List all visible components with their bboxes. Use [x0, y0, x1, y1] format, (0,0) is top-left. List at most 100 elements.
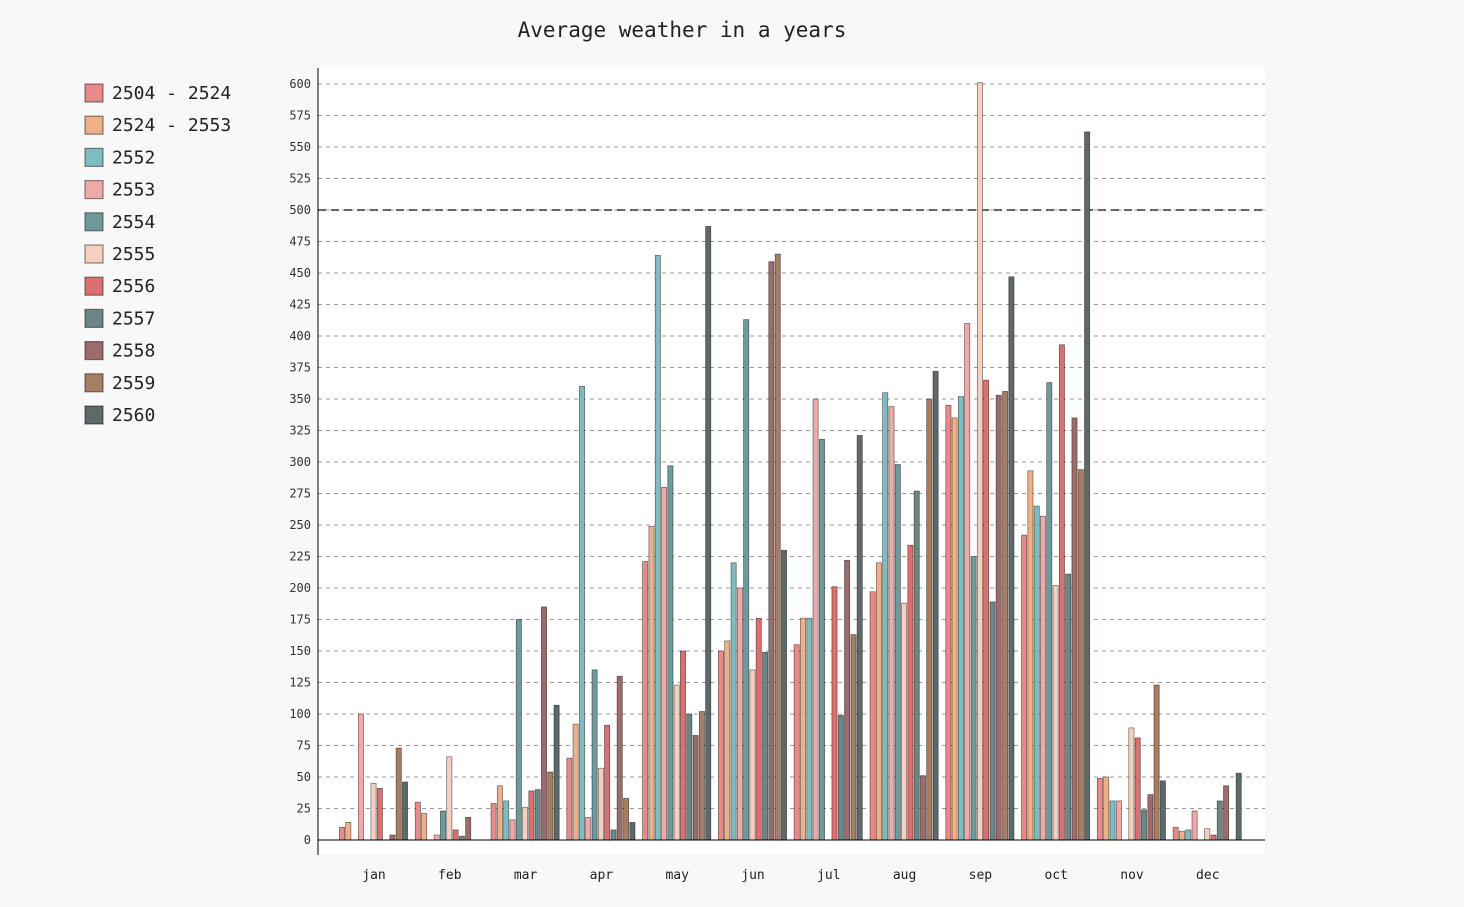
bar: [339, 827, 345, 841]
bar: [1115, 800, 1122, 841]
bar: [1235, 772, 1242, 841]
bar: [869, 591, 876, 841]
bar: [522, 806, 529, 841]
bar: [1084, 131, 1091, 841]
bar: [755, 617, 762, 841]
bar: [616, 675, 623, 841]
bar: [661, 486, 668, 841]
bar: [509, 819, 516, 841]
bar: [800, 617, 806, 841]
bar: [1046, 382, 1053, 841]
x-tick-label: apr: [590, 868, 614, 883]
bar: [730, 562, 737, 841]
bar: [724, 640, 731, 841]
bar: [736, 587, 743, 841]
bar: [433, 834, 440, 841]
bar: [932, 370, 939, 841]
x-tick-label: aug: [893, 868, 916, 883]
bar: [812, 398, 819, 841]
legend-swatch: [84, 180, 104, 200]
bar: [1033, 505, 1040, 841]
chart-title: Average weather in a years: [518, 18, 847, 42]
bar: [945, 404, 952, 841]
bar: [901, 602, 908, 841]
y-tick-label: 575: [289, 109, 311, 123]
bar: [629, 822, 636, 841]
bar: [1096, 777, 1103, 841]
bar: [894, 464, 901, 841]
bar: [1179, 830, 1185, 841]
bar: [705, 226, 712, 841]
x-tick-label: feb: [438, 868, 462, 883]
x-tick-label: oct: [1044, 868, 1067, 883]
bar: [654, 255, 661, 841]
bar: [566, 757, 573, 841]
x-tick-label: mar: [514, 868, 538, 883]
legend-label: 2560: [112, 405, 155, 426]
bar: [452, 829, 459, 841]
y-tick-label: 550: [289, 140, 311, 154]
y-tick-label: 250: [289, 518, 311, 532]
legend-label: 2524 - 2553: [112, 115, 231, 136]
bar: [503, 800, 510, 841]
bar: [1185, 829, 1192, 841]
bar: [844, 559, 851, 841]
y-tick-label: 275: [289, 487, 311, 501]
bar: [1027, 470, 1034, 841]
bar: [1065, 573, 1072, 841]
bar: [534, 789, 541, 841]
bar: [920, 775, 926, 841]
bar: [623, 798, 630, 841]
x-tick-label: jul: [817, 868, 840, 883]
bar: [1021, 534, 1028, 841]
bar: [806, 617, 813, 841]
bar: [579, 386, 585, 841]
y-tick-label: 350: [289, 392, 311, 406]
legend-label: 2558: [112, 341, 155, 362]
bar: [819, 438, 825, 841]
bar: [458, 835, 465, 841]
y-tick-label: 425: [289, 298, 311, 312]
bar: [1141, 809, 1147, 841]
legend-swatch: [84, 373, 104, 393]
bar: [414, 801, 421, 841]
x-tick-label: nov: [1120, 868, 1144, 883]
bar: [831, 586, 838, 841]
legend-swatch: [84, 83, 104, 103]
bar: [667, 465, 674, 841]
bar: [951, 417, 958, 841]
bar: [585, 816, 592, 841]
bar: [837, 714, 844, 841]
bar: [1040, 515, 1046, 841]
bar: [774, 253, 781, 841]
bar: [496, 785, 503, 841]
y-tick-label: 325: [289, 424, 311, 438]
legend-label: 2553: [112, 180, 155, 201]
bar: [1191, 810, 1198, 841]
legend-swatch: [84, 212, 104, 232]
y-tick-label: 150: [289, 644, 311, 658]
y-tick-label: 100: [289, 707, 311, 721]
bar: [1210, 834, 1217, 841]
y-tick-label: 500: [289, 203, 311, 217]
y-tick-label: 225: [289, 550, 311, 564]
y-tick-label: 50: [297, 770, 311, 784]
bar: [768, 261, 775, 841]
bar: [490, 803, 497, 841]
bar: [591, 669, 598, 841]
bar: [389, 834, 396, 841]
bar: [698, 711, 705, 841]
bar: [1077, 469, 1084, 841]
bar: [913, 490, 920, 841]
bar: [888, 406, 895, 841]
bar: [1058, 344, 1065, 841]
bar: [692, 735, 699, 841]
y-tick-label: 175: [289, 613, 311, 627]
bar: [1128, 727, 1135, 841]
bar: [1204, 828, 1211, 841]
bar: [989, 601, 996, 841]
y-tick-label: 400: [289, 329, 311, 343]
legend-label: 2552: [112, 147, 155, 168]
bar: [345, 822, 352, 841]
